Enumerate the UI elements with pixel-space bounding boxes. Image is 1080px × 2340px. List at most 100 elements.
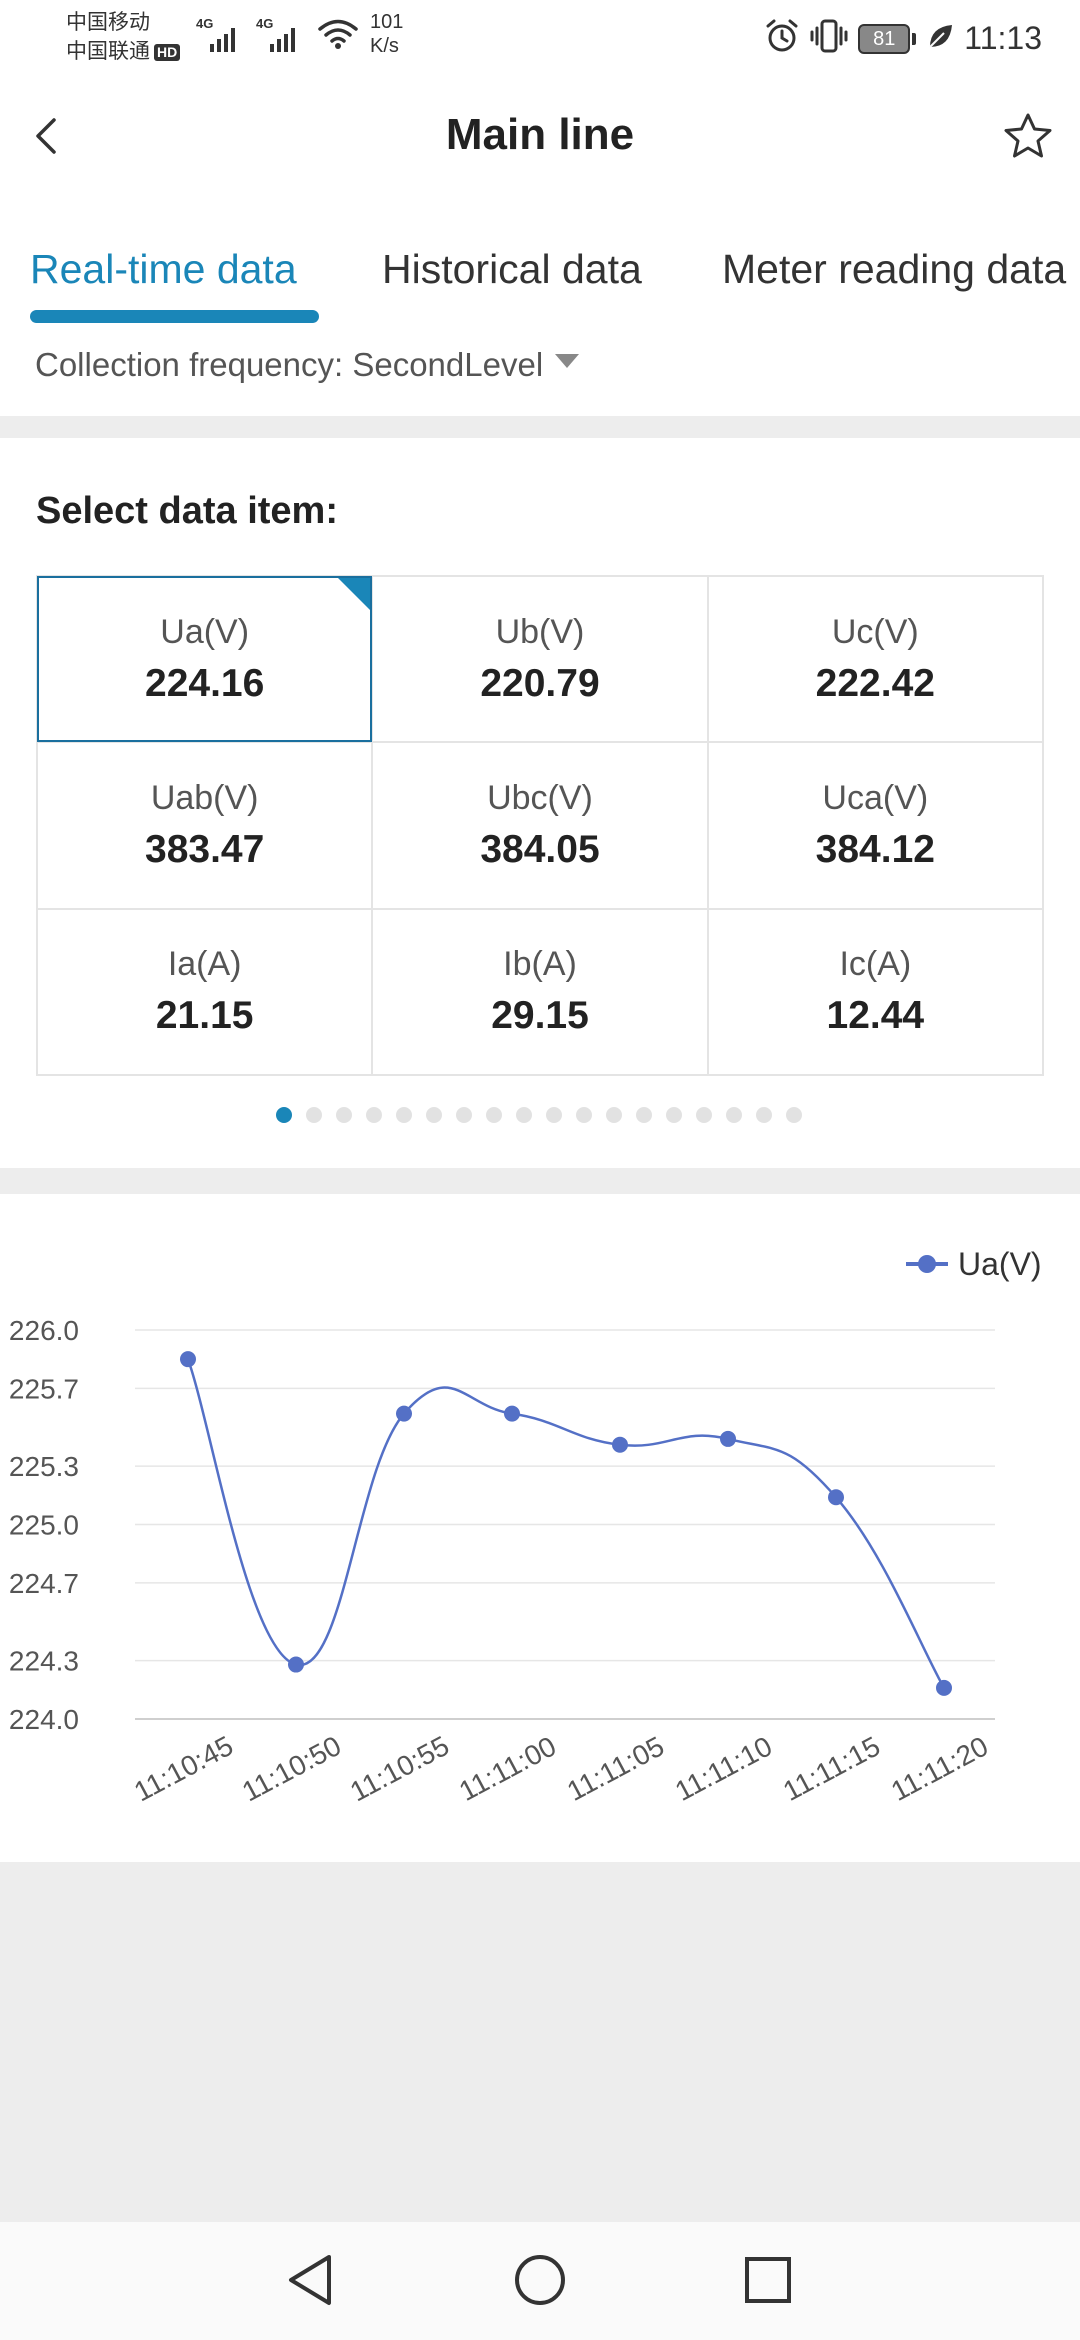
data-item-label: Ubc(V) (487, 778, 593, 817)
collection-frequency-selector[interactable]: Collection frequency: SecondLevel (35, 346, 580, 384)
y-tick-label: 224.7 (9, 1568, 79, 1599)
data-item-value: 29.15 (491, 994, 589, 1038)
select-data-item-title: Select data item: (36, 490, 338, 532)
y-tick-label: 226.0 (9, 1315, 79, 1346)
system-nav-bar (0, 2222, 1080, 2340)
data-item-uca[interactable]: Uca(V) 384.12 (707, 742, 1043, 909)
carrier-2: 中国联通 (66, 39, 150, 63)
y-tick-label: 225.0 (9, 1510, 79, 1541)
data-item-label: Ic(A) (839, 945, 912, 984)
page-indicator (276, 1107, 802, 1123)
tab-meter-reading-data[interactable]: Meter reading data (722, 246, 1067, 292)
page-dot[interactable] (456, 1107, 472, 1123)
page-dot[interactable] (756, 1107, 772, 1123)
section-divider (0, 1168, 1080, 1194)
data-item-ubc[interactable]: Ubc(V) 384.05 (372, 742, 708, 909)
data-item-label: Uc(V) (831, 612, 919, 651)
page-dot[interactable] (336, 1107, 352, 1123)
empty-area (0, 1862, 1080, 2222)
collection-frequency-label: Collection frequency: SecondLevel (35, 346, 544, 383)
page-dot[interactable] (636, 1107, 652, 1123)
page-title: Main line (445, 110, 635, 159)
network-speed-unit: K/s (370, 35, 399, 57)
data-point (936, 1679, 952, 1696)
data-item-label: Ia(A) (167, 945, 242, 984)
data-point (504, 1405, 520, 1422)
page-dot[interactable] (306, 1107, 322, 1123)
back-arrow-icon (36, 118, 56, 154)
legend-label: Ua(V) (958, 1246, 1042, 1282)
data-item-uab[interactable]: Uab(V) 383.47 (37, 742, 373, 909)
square-recents-icon (745, 2257, 791, 2303)
app-header: Main line (0, 88, 1080, 184)
nav-home-button[interactable] (508, 2248, 572, 2312)
alarm-icon (764, 18, 800, 59)
line-chart-panel: 224.0 224.3 224.7 225.0 225.3 225.7 226.0 11:10… (0, 1194, 1080, 1862)
data-item-value: 384.12 (815, 827, 935, 871)
data-item-label: Ua(V) (160, 612, 250, 651)
data-point (720, 1430, 736, 1447)
data-item-value: 220.79 (480, 661, 600, 705)
page-dot[interactable] (726, 1107, 742, 1123)
nav-recents-button[interactable] (736, 2248, 800, 2312)
tab-real-time-data[interactable]: Real-time data (30, 246, 297, 292)
nav-back-button[interactable] (278, 2248, 342, 2312)
active-tab-indicator (30, 310, 319, 323)
x-tick-label: 11:10:55 (345, 1730, 454, 1808)
tab-historical-data[interactable]: Historical data (382, 246, 642, 292)
x-tick-label: 11:10:45 (129, 1730, 238, 1808)
data-item-ib[interactable]: Ib(A) 29.15 (372, 908, 708, 1075)
data-item-uc[interactable]: Uc(V) 222.42 (707, 576, 1043, 743)
data-point (288, 1656, 304, 1673)
data-item-grid: Ua(V) 224.16 Ub(V) 220.79 Uc(V) 222.42 U… (36, 575, 1044, 1076)
back-button[interactable] (22, 112, 70, 160)
data-point (828, 1489, 844, 1506)
network-speed-value: 101 (370, 11, 404, 33)
page-dot[interactable] (606, 1107, 622, 1123)
page-dot[interactable] (696, 1107, 712, 1123)
page-dot[interactable] (396, 1107, 412, 1123)
dropdown-caret-icon (555, 354, 580, 368)
data-item-ia[interactable]: Ia(A) 21.15 (37, 908, 373, 1075)
data-item-label: Ib(A) (503, 945, 577, 984)
tab-bar: Real-time data Historical data Meter rea… (0, 232, 1080, 328)
section-divider (0, 416, 1080, 438)
carrier-info: 中国移动 中国联通 HD (66, 8, 181, 66)
page-dot[interactable] (576, 1107, 592, 1123)
network-type-1: 4G (196, 16, 214, 31)
data-point (180, 1351, 196, 1368)
data-item-value: 224.16 (145, 661, 265, 705)
page-dot[interactable] (546, 1107, 562, 1123)
y-tick-label: 225.7 (9, 1373, 79, 1404)
page-dot[interactable] (486, 1107, 502, 1123)
favorite-button[interactable] (1000, 108, 1056, 164)
leaf-icon (926, 21, 954, 56)
vibrate-icon (810, 18, 848, 59)
page-dot[interactable] (786, 1107, 802, 1123)
data-item-ua[interactable]: Ua(V) 224.16 (37, 576, 373, 743)
triangle-back-icon (289, 2255, 331, 2305)
x-tick-label: 11:11:15 (778, 1730, 885, 1807)
signal-icon-1: 4G (196, 16, 252, 56)
data-item-value: 21.15 (155, 994, 254, 1038)
data-point (396, 1405, 412, 1422)
wifi-icon (318, 18, 358, 55)
data-item-value: 222.42 (815, 661, 935, 705)
network-speed: 101 K/s (370, 10, 403, 58)
page-dot[interactable] (426, 1107, 442, 1123)
network-type-2: 4G (256, 16, 274, 31)
battery-level: 81 (858, 23, 911, 54)
hd-badge: HD (154, 43, 181, 61)
signal-icon-2: 4G (256, 16, 312, 56)
data-point (612, 1436, 628, 1453)
y-tick-label: 224.3 (9, 1646, 79, 1677)
y-tick-label: 225.3 (9, 1451, 79, 1482)
data-item-ic[interactable]: Ic(A) 12.44 (707, 908, 1043, 1075)
data-item-ub[interactable]: Ub(V) 220.79 (372, 576, 708, 743)
page-dot[interactable] (276, 1107, 292, 1123)
status-time: 11:13 (964, 20, 1042, 56)
page-dot[interactable] (666, 1107, 682, 1123)
x-tick-label: 11:11:05 (562, 1730, 669, 1807)
page-dot[interactable] (366, 1107, 382, 1123)
page-dot[interactable] (516, 1107, 532, 1123)
